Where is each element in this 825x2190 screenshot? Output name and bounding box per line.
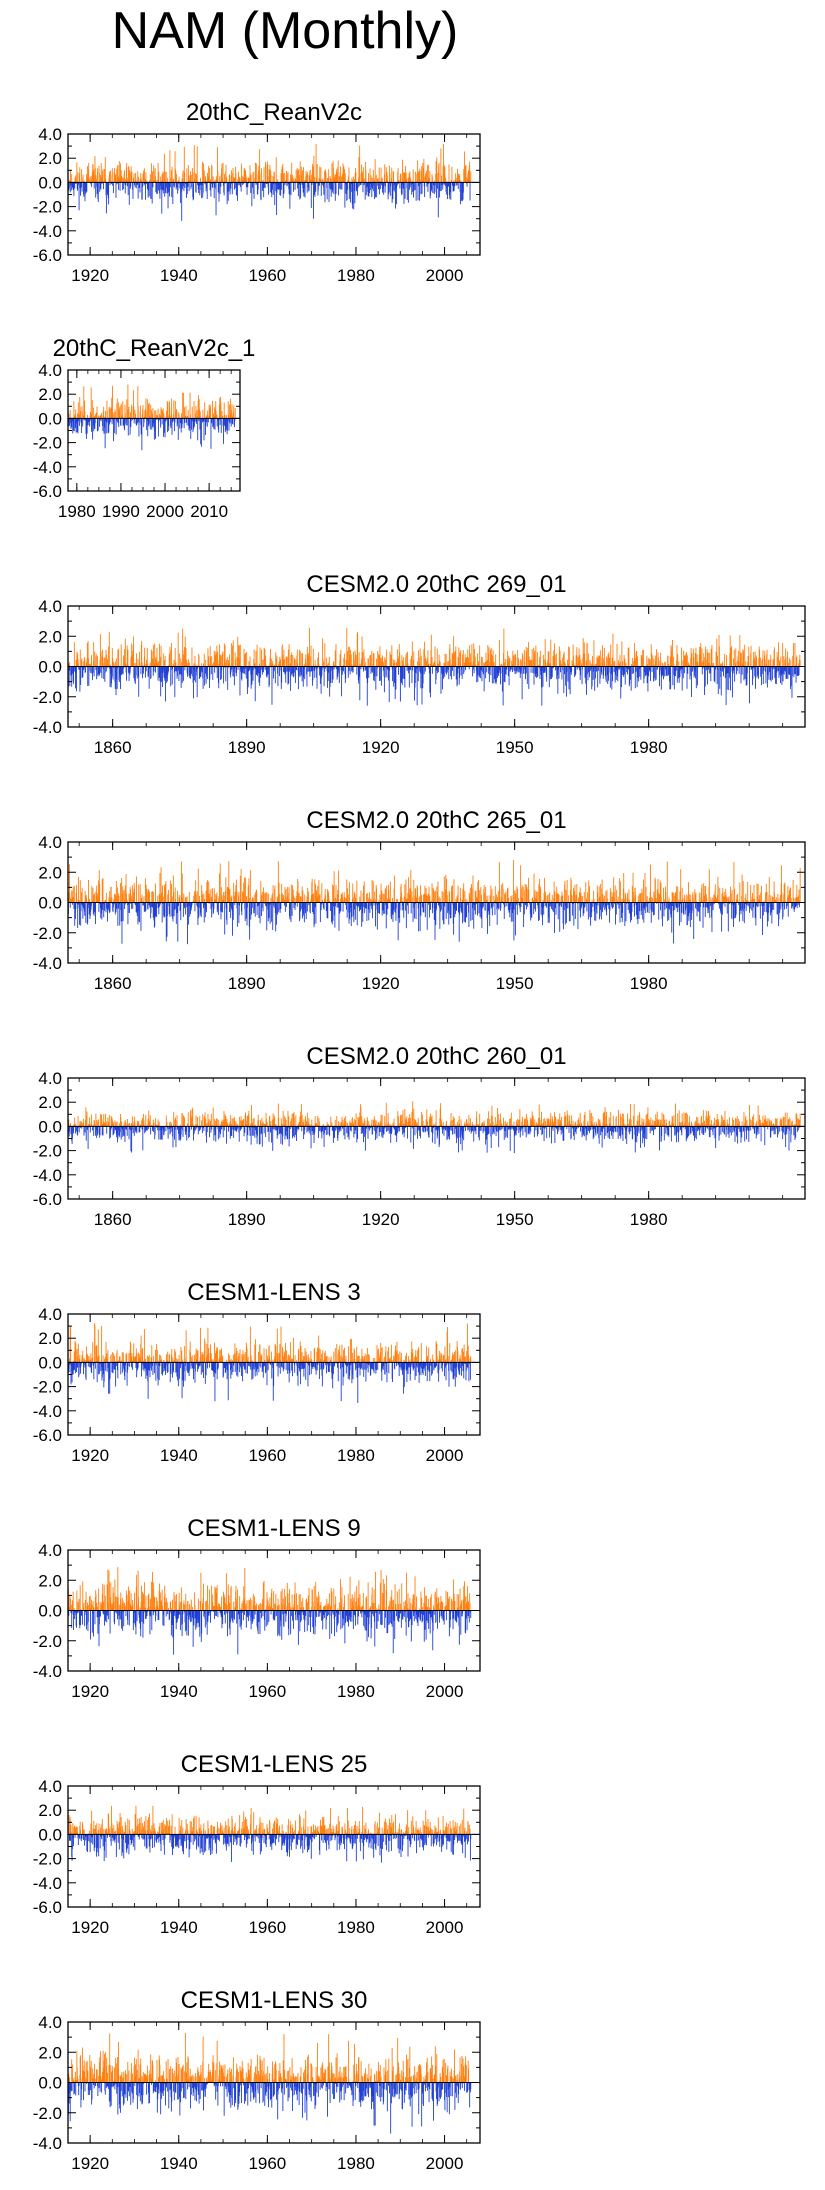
y-tick-label: -2.0: [33, 198, 62, 217]
y-tick-label: -4.0: [33, 458, 62, 477]
y-tick-label: 2.0: [38, 149, 62, 168]
y-tick-label: 2.0: [38, 627, 62, 646]
y-tick-label: -2.0: [33, 688, 62, 707]
x-tick-label: 1920: [71, 266, 109, 285]
y-tick-label: 4.0: [38, 597, 62, 616]
y-tick-label: -6.0: [33, 246, 62, 265]
x-tick-label: 1940: [160, 266, 198, 285]
chart-panel-3: CESM2.0 20thC 269_01 4.0 2.0 0.0 -2.0 -4.0 186…: [33, 571, 806, 757]
y-tick-label: 4.0: [38, 125, 62, 144]
bars: [67, 627, 801, 706]
x-tick-label: 1890: [228, 738, 266, 757]
x-tick-label: 2000: [426, 266, 464, 285]
x-tick-label: 1980: [630, 738, 668, 757]
chart-panel-1: 20thC_ReanV2c 4.0 2.0 0.0 -2.0 -4.0 -6.0 1920 19…: [33, 99, 481, 285]
bars: [67, 143, 472, 221]
chart-title: 20thC_ReanV2c_1: [53, 335, 256, 362]
y-tick-label: -6.0: [33, 482, 62, 501]
y-tick-label: -4.0: [33, 718, 62, 737]
y-tick-label: 0.0: [38, 409, 62, 428]
y-tick-label: -2.0: [33, 434, 62, 453]
chart-title: CESM2.0 20thC 269_01: [306, 571, 566, 598]
x-tick-label: 1920: [362, 738, 400, 757]
x-tick-label: 2010: [190, 502, 228, 521]
bars: [67, 860, 801, 945]
x-tick-label: 1980: [58, 502, 96, 521]
y-tick-label: 2.0: [38, 385, 62, 404]
chart-panel-2: 20thC_ReanV2c_14.0 2.0 0.0 -2.0 -4.0 -6.01980…: [33, 335, 256, 521]
y-tick-label: 0.0: [38, 658, 62, 677]
bars: [67, 384, 236, 451]
x-tick-label: 1950: [496, 738, 534, 757]
y-tick-label: 0.0: [38, 173, 62, 192]
x-tick-label: 1980: [337, 266, 375, 285]
page-title: NAM (Monthly): [111, 2, 459, 60]
x-tick-label: 1860: [94, 738, 132, 757]
chart-title: 20thC_ReanV2c: [186, 99, 362, 126]
chart-panel-4: CESM2.0 20thC 265_014.02.00.0-2.0-4.0186…: [33, 807, 806, 993]
y-tick-label: -4.0: [33, 222, 62, 241]
x-tick-label: 2000: [146, 502, 184, 521]
x-tick-label: 1990: [102, 502, 140, 521]
y-tick-label: 4.0: [38, 361, 62, 380]
x-tick-label: 1960: [248, 266, 286, 285]
chart-title: CESM2.0 20thC 265_01: [306, 807, 566, 834]
